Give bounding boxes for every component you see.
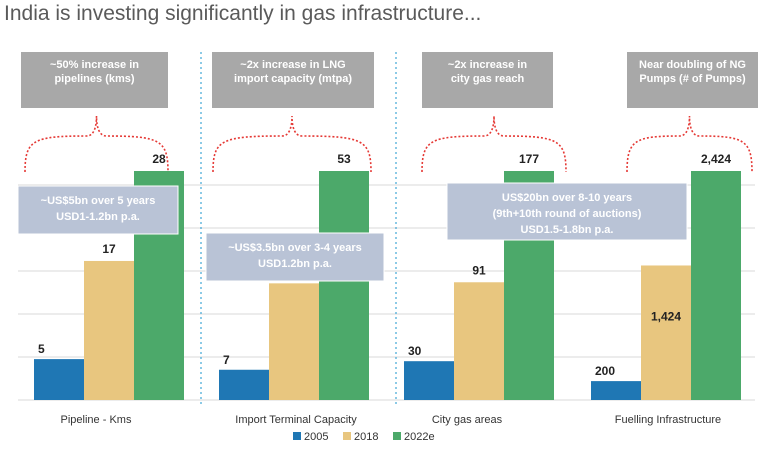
legend-label-2005: 2005 <box>304 431 328 443</box>
bar-2018-cat1 <box>84 260 134 400</box>
investment-box-text: US$20bn over 8-10 years (9th+10th round o… <box>493 192 642 236</box>
bracket <box>421 115 567 173</box>
growth-box <box>422 52 553 108</box>
growth-box <box>627 52 758 108</box>
investment-box-text: ~US$5bn over 5 years USD1-1.2bn p.a. <box>41 195 156 223</box>
bar-2005-cat4 <box>591 381 641 400</box>
growth-box-text: ~2x increase in LNG import capacity (mtpa… <box>234 59 352 85</box>
growth-box-text: ~50% increase in pipelines (kms) <box>50 59 139 85</box>
bar-2018-cat4 <box>641 265 691 400</box>
data-label-2018-cat4: 1,424 <box>651 309 681 323</box>
legend-label-2022e: 2022e <box>404 431 435 443</box>
data-label-2022e-cat3: 177 <box>519 152 539 166</box>
category-label: Import Terminal Capacity <box>235 414 357 426</box>
bar-2005-cat3 <box>404 361 454 400</box>
investment-box <box>446 182 688 241</box>
category-label: Pipeline - Kms <box>61 414 132 426</box>
investment-box <box>17 185 179 235</box>
bar-2022e-cat2 <box>319 171 369 400</box>
investment-box <box>205 232 385 282</box>
data-label-2022e-cat4: 2,424 <box>701 152 731 166</box>
bar-2018-cat3 <box>454 282 504 400</box>
data-label-2005-cat3: 30 <box>408 344 422 358</box>
bracket <box>626 115 753 173</box>
bar-2005-cat1 <box>34 359 84 400</box>
growth-box <box>212 52 374 108</box>
data-label-2018-cat3: 91 <box>472 263 486 277</box>
data-label-2005-cat1: 5 <box>38 342 45 356</box>
page-title: India is investing significantly in gas … <box>4 2 482 25</box>
growth-box-text: Near doubling of NG Pumps (# of Pumps) <box>639 59 746 85</box>
growth-box <box>21 52 168 108</box>
bracket <box>212 115 372 173</box>
category-label: Fuelling Infrastructure <box>615 414 721 426</box>
legend-swatch-2005 <box>293 432 301 440</box>
bar-2022e-cat4 <box>691 171 741 400</box>
data-label-2005-cat2: 7 <box>223 353 230 367</box>
legend-label-2018: 2018 <box>354 431 378 443</box>
bar-2005-cat2 <box>219 369 269 400</box>
legend-swatch-2018 <box>343 432 351 440</box>
growth-box-text: ~2x increase in city gas reach <box>448 59 527 85</box>
data-label-2022e-cat2: 53 <box>337 152 351 166</box>
data-label-2018-cat1: 17 <box>102 242 116 256</box>
bracket <box>24 115 169 173</box>
bar-2018-cat2 <box>269 283 319 400</box>
data-label-2005-cat4: 200 <box>595 364 615 378</box>
investment-box-text: ~US$3.5bn over 3-4 years USD1.2bn p.a. <box>228 242 362 270</box>
category-label: City gas areas <box>432 414 503 426</box>
legend-swatch-2022e <box>393 432 401 440</box>
data-label-2022e-cat1: 28 <box>152 152 166 166</box>
